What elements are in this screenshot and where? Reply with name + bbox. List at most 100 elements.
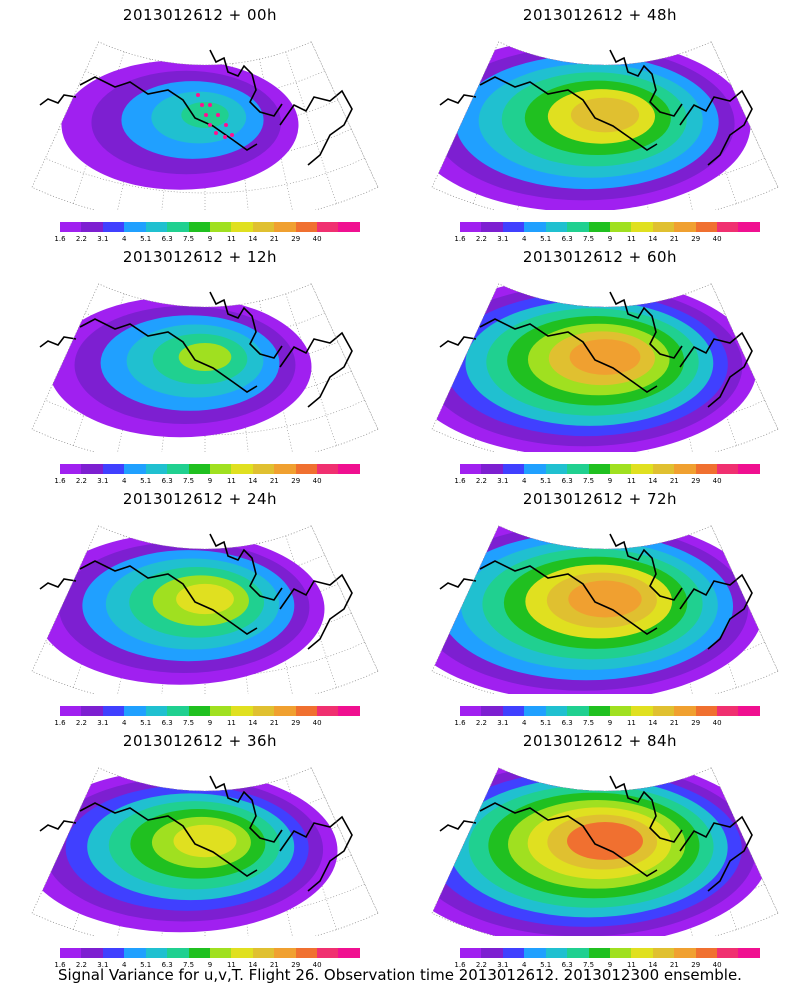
colorbar-segment (102, 706, 125, 716)
colorbar-tick-label: 2.2 (475, 235, 487, 243)
colorbar-tick-label: 9 (207, 961, 213, 969)
colorbar-segment (81, 464, 103, 474)
polar-stereographic-map (31, 41, 379, 210)
colorbar-segment (81, 948, 103, 958)
colorbar-tick-label: 21 (269, 719, 279, 727)
colorbar-segment (567, 464, 589, 474)
colorbar-tick-label: 11 (226, 961, 236, 969)
colorbar-tick-label: 2.2 (75, 477, 87, 485)
colorbar-segment (674, 706, 696, 716)
colorbar-tick-label: 4 (122, 235, 127, 243)
colorbar-segment (167, 948, 189, 958)
colorbar-tick-label: 11 (626, 477, 636, 485)
colorbar-tick-label: 21 (269, 961, 279, 969)
colorbar-tick-label: 21 (669, 961, 679, 969)
colorbar-tick-label: 3.1 (497, 961, 509, 969)
flight-track (196, 93, 234, 139)
colorbar-tick-label: 5.1 (540, 961, 552, 969)
observation-point (204, 113, 208, 117)
observation-point (208, 123, 212, 127)
colorbar-segment (231, 948, 253, 958)
colorbar-tick-label: 6.3 (161, 235, 173, 243)
colorbar-segment (124, 464, 146, 474)
colorbar-segment (652, 948, 675, 958)
forecast-panel: 2013012612 + 84h 1.6 2.2 3.1 4 5.1 6.3 7.5 9 11 14… (400, 726, 800, 969)
colorbar-labels: 1.6 2.2 3.1 4 5.1 6.3 7.5 9 11 14 21 29 40 (454, 719, 774, 729)
colorbar-segment (317, 222, 339, 232)
forecast-panel: 2013012612 + 00h 1.6 2.2 3.1 4 5.1 6.3 7.5 9 11 14… (0, 0, 400, 243)
colorbar-segment (317, 706, 339, 716)
colorbar-segment (145, 948, 168, 958)
colorbar-segment (460, 464, 482, 474)
colorbar-segment (717, 706, 739, 716)
colorbar (460, 222, 760, 232)
variance-field (31, 769, 338, 933)
colorbar-tick-label: 6.3 (561, 235, 573, 243)
panel-title: 2013012612 + 60h (522, 248, 678, 266)
colorbar-tick-label: 9 (607, 235, 613, 243)
colorbar-segment (481, 706, 503, 716)
colorbar-tick-label: 7.5 (582, 235, 595, 243)
colorbar-tick-label: 9 (207, 719, 213, 727)
colorbar-segment (124, 706, 146, 716)
colorbar-segment (460, 222, 482, 232)
colorbar-tick-label: 7.5 (182, 961, 195, 969)
colorbar-tick-label: 1.6 (54, 961, 66, 969)
colorbar-segment (188, 706, 210, 716)
figure-caption: Signal Variance for u,v,T. Flight 26. Ob… (58, 966, 742, 984)
variance-field (431, 283, 757, 452)
colorbar-segment (60, 464, 82, 474)
colorbar-segment (209, 222, 232, 232)
panel-title: 2013012612 + 24h (122, 490, 278, 508)
colorbar-tick-label: 4 (522, 477, 527, 485)
colorbar-segment (717, 948, 739, 958)
forecast-panel: 2013012612 + 60h 1.6 2.2 3.1 4 5.1 6.3 7.5 9 11 14… (400, 242, 800, 485)
colorbar-tick-label: 6.3 (561, 719, 573, 727)
observation-point (200, 103, 204, 107)
coastline (39, 533, 353, 650)
observation-point (214, 131, 218, 135)
colorbar-segment (545, 948, 568, 958)
colorbar-segment (252, 706, 275, 716)
colorbar-tick-label: 5.1 (140, 477, 152, 485)
polar-stereographic-map (431, 525, 779, 694)
colorbar-segment (460, 706, 482, 716)
colorbar-segment (231, 464, 253, 474)
panel-title: 2013012612 + 72h (522, 490, 678, 508)
colorbar-tick-label: 3.1 (97, 235, 109, 243)
colorbar-segment (674, 948, 696, 958)
colorbar-tick-label: 11 (226, 477, 236, 485)
colorbar-tick-label: 14 (248, 719, 258, 727)
colorbar-tick-label: 3.1 (97, 719, 109, 727)
colorbar-tick-label: 21 (669, 235, 679, 243)
colorbar-tick-label: 1.6 (454, 961, 466, 969)
colorbar-segment (188, 222, 210, 232)
colorbar-tick-label: 9 (207, 477, 213, 485)
colorbar-tick-label: 4 (522, 961, 527, 969)
variance-field (48, 296, 312, 438)
colorbar-segment (295, 464, 318, 474)
colorbar-tick-label: 3.1 (97, 961, 109, 969)
colorbar-tick-label: 4 (122, 719, 127, 727)
forecast-panel: 2013012612 + 24h 1.6 2.2 3.1 4 5.1 6.3 7.5 9 11 14… (0, 484, 400, 727)
colorbar-segment (274, 464, 296, 474)
colorbar-segment (695, 464, 718, 474)
colorbar-segment (545, 464, 568, 474)
colorbar-segment (502, 222, 525, 232)
colorbar-tick-label: 29 (691, 235, 701, 243)
colorbar-tick-label: 14 (648, 719, 658, 727)
colorbar-segment (545, 222, 568, 232)
colorbar-segment (295, 706, 318, 716)
colorbar-tick-label: 14 (648, 477, 658, 485)
colorbar-tick-label: 4 (522, 719, 527, 727)
colorbar (460, 464, 760, 474)
colorbar-segment (695, 948, 718, 958)
colorbar-segment (460, 948, 482, 958)
colorbar-segment (652, 464, 675, 474)
colorbar-tick-label: 9 (607, 719, 613, 727)
polar-stereographic-map (431, 41, 779, 210)
colorbar-segment (631, 948, 653, 958)
colorbar-segment (209, 706, 232, 716)
colorbar-tick-label: 14 (648, 961, 658, 969)
polar-stereographic-map (31, 283, 379, 452)
